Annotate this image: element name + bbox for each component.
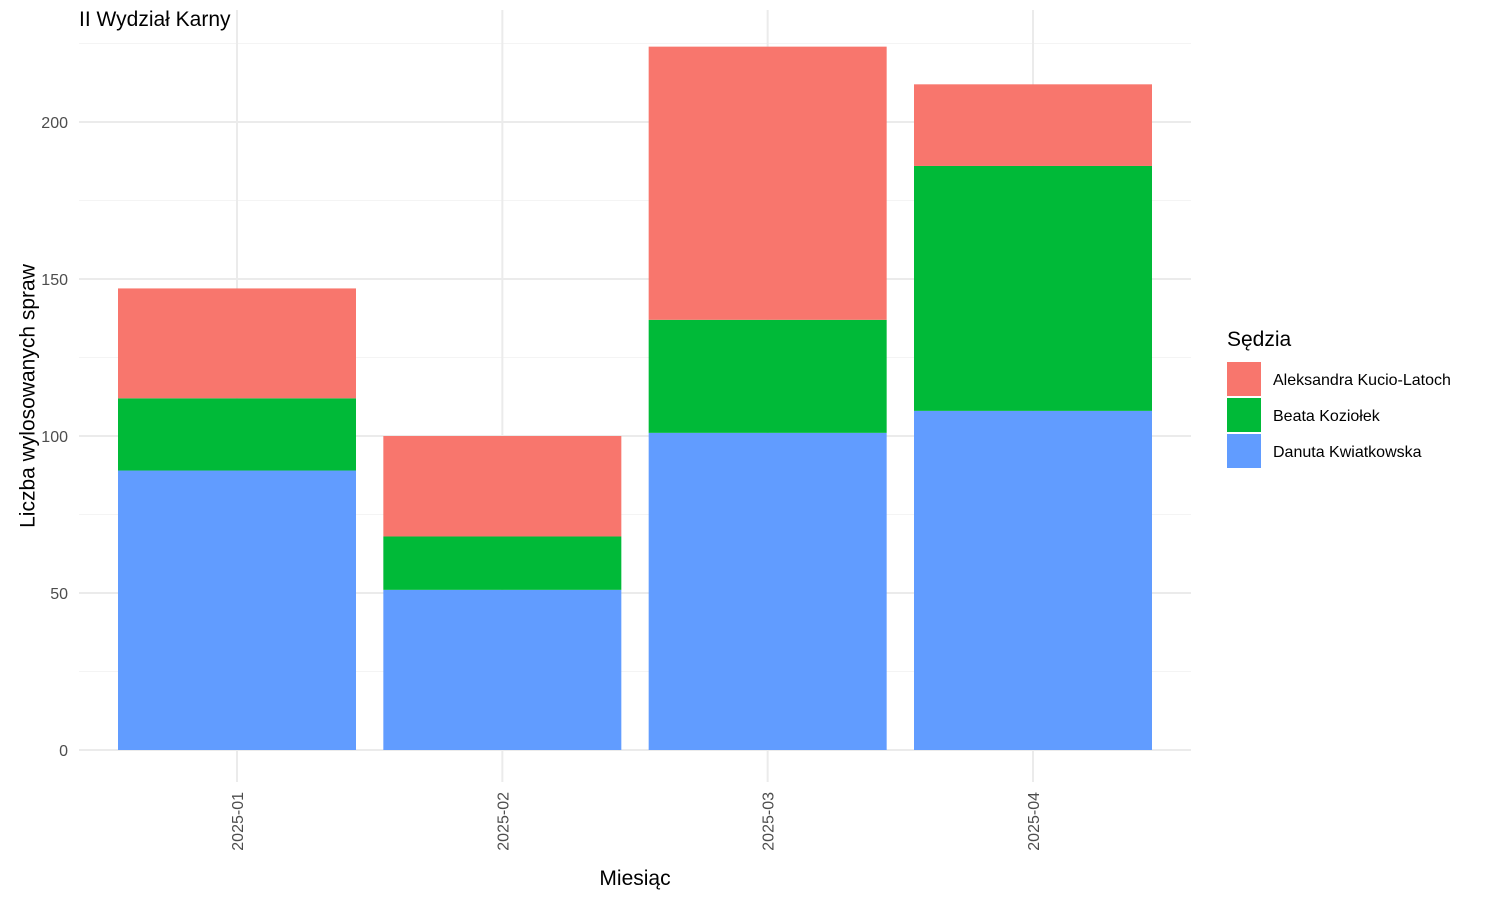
legend-swatch bbox=[1227, 434, 1261, 468]
legend-label: Danuta Kwiatkowska bbox=[1273, 444, 1422, 461]
legend-swatch bbox=[1227, 398, 1261, 432]
bar-segment bbox=[383, 536, 622, 590]
bar-segment bbox=[914, 165, 1152, 411]
chart-title: II Wydział Karny bbox=[79, 8, 231, 31]
y-tick-label: 100 bbox=[41, 429, 68, 446]
bar-segment bbox=[118, 288, 356, 399]
bar-segment bbox=[648, 46, 887, 320]
y-tick-label: 150 bbox=[41, 272, 68, 289]
y-axis-title: Liczba wylosowanych spraw bbox=[16, 263, 39, 528]
bar-segment bbox=[118, 398, 356, 471]
bar-segment bbox=[118, 470, 356, 750]
x-axis-title: Miesiąc bbox=[599, 867, 670, 890]
bar-segment bbox=[648, 432, 887, 750]
legend-title: Sędzia bbox=[1227, 328, 1292, 351]
x-tick-label: 2025-03 bbox=[761, 792, 778, 851]
x-tick-label: 2025-02 bbox=[495, 792, 512, 851]
bar-segment bbox=[648, 319, 887, 433]
y-tick-label: 200 bbox=[41, 115, 68, 132]
x-tick-label: 2025-01 bbox=[230, 792, 247, 851]
legend-label: Aleksandra Kucio-Latoch bbox=[1273, 372, 1451, 389]
bars bbox=[118, 46, 1152, 750]
bar-segment bbox=[383, 589, 622, 750]
bar-segment bbox=[914, 84, 1152, 166]
y-tick-label: 0 bbox=[59, 743, 68, 760]
x-tick-label: 2025-04 bbox=[1026, 792, 1043, 851]
y-tick-label: 50 bbox=[50, 586, 68, 603]
y-axis-ticks: 0 50 100 150 200 bbox=[41, 115, 68, 760]
legend-swatch bbox=[1227, 362, 1261, 396]
legend-label: Beata Koziołek bbox=[1273, 408, 1381, 425]
x-axis-ticks: 2025-01 2025-02 2025-03 2025-04 bbox=[230, 792, 1043, 851]
legend: Sędzia Aleksandra Kucio-Latoch Beata Kozi… bbox=[1227, 328, 1451, 468]
bar-segment bbox=[383, 436, 622, 537]
bar-segment bbox=[914, 410, 1152, 750]
